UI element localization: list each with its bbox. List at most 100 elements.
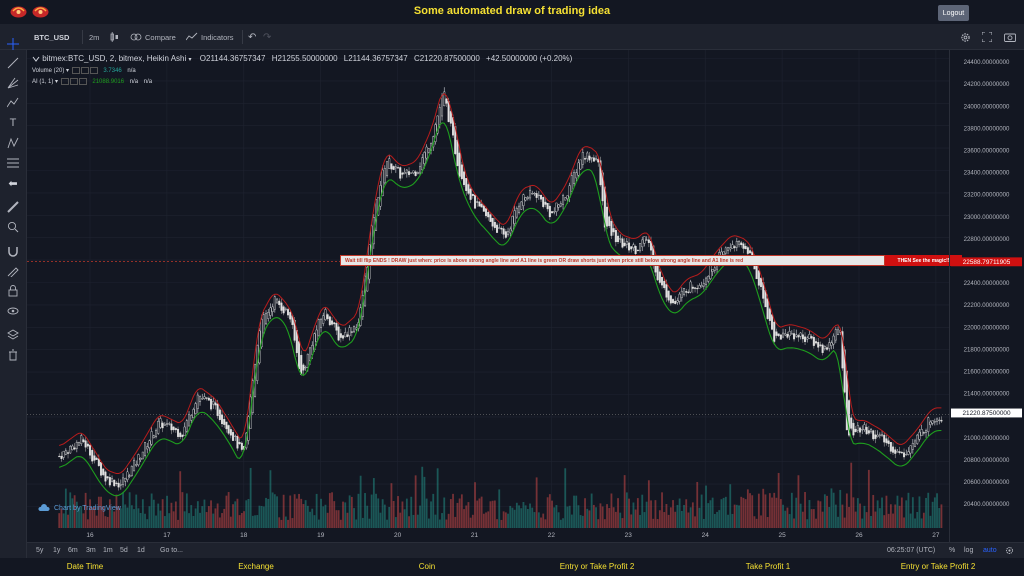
volume-bar (870, 515, 872, 528)
candle-body (614, 229, 617, 243)
symbol-search[interactable]: BTC_USD (34, 32, 70, 42)
candle-body (711, 269, 714, 272)
pattern-tool[interactable] (6, 96, 20, 110)
time-tick-label: 20 (394, 532, 402, 539)
volume-bar (399, 512, 402, 528)
ai-menu-icon[interactable]: ▾ (55, 79, 59, 86)
range-1y[interactable]: 1y (53, 547, 61, 554)
volume-bar (474, 482, 476, 528)
volume-bar (524, 505, 527, 528)
prediction-tool[interactable] (6, 156, 20, 170)
settings-toggle-icon[interactable] (80, 67, 89, 74)
range-1m[interactable]: 1m (103, 547, 113, 554)
eye-toggle-icon[interactable] (71, 67, 80, 74)
candle-body (269, 307, 272, 316)
fib-tool[interactable] (6, 76, 20, 90)
measure-tool[interactable] (6, 200, 20, 214)
candle-body (900, 451, 903, 454)
footer-entry-tp2-right: Entry or Take Profit 2 (900, 562, 976, 571)
collapse-legend-icon[interactable] (32, 55, 40, 63)
settings-button[interactable] (960, 24, 971, 50)
percent-toggle[interactable]: % (949, 547, 956, 554)
remove-drawings-tool[interactable] (6, 348, 20, 362)
back-arrow-tool[interactable]: ⬅ (6, 176, 20, 190)
range-5y[interactable]: 5y (36, 547, 44, 554)
price-tick-label: 22400.00000000 (964, 280, 1010, 287)
pattern-xabcd-tool[interactable] (6, 136, 20, 150)
range-3m[interactable]: 3m (86, 547, 96, 554)
candle-body (161, 422, 164, 429)
object-tree-tool[interactable] (6, 328, 20, 342)
log-toggle[interactable]: log (964, 547, 974, 554)
series-title[interactable]: bitmex:BTC_USD, 2, bitmex, Heikin Ashi (42, 54, 187, 63)
candle-body (907, 451, 910, 455)
tradingview-watermark[interactable]: Chart by TradingView (38, 504, 121, 512)
ai-label[interactable]: AI (1, 1) (32, 79, 54, 86)
volume-menu-icon[interactable]: ▾ (66, 68, 70, 75)
volume-bar (82, 513, 85, 528)
candle-body (927, 417, 930, 432)
zoom-tool[interactable] (6, 220, 20, 234)
auto-toggle[interactable]: auto (983, 547, 997, 554)
brand-logo-icon[interactable] (32, 4, 49, 18)
text-tool[interactable]: T (6, 116, 20, 130)
volume-bar (839, 489, 842, 528)
candle-body (469, 188, 472, 200)
fullscreen-icon (982, 32, 992, 42)
candle-body (729, 247, 732, 250)
axis-settings-button[interactable] (1005, 543, 1014, 558)
clock-display[interactable]: 06:25:07 (UTC) (887, 547, 936, 554)
volume-bar (247, 498, 250, 528)
volume-bar (229, 516, 232, 528)
hide-drawings-tool[interactable] (6, 304, 20, 318)
volume-bar (784, 510, 787, 528)
candle-body (619, 238, 622, 240)
volume-bar (566, 506, 569, 528)
volume-label[interactable]: Volume (20) (32, 68, 65, 75)
redo-button[interactable]: ↷ (263, 24, 271, 50)
magnet-tool[interactable] (6, 244, 20, 258)
goto-button[interactable]: Go to... (160, 547, 183, 554)
volume-bar (526, 508, 529, 528)
undo-button[interactable]: ↶ (248, 24, 256, 50)
eye-toggle-icon[interactable] (60, 78, 69, 85)
stay-drawing-tool[interactable] (6, 264, 20, 278)
chart-type-button[interactable] (110, 24, 119, 50)
candle-body (551, 211, 554, 214)
crosshair-tool[interactable] (6, 37, 20, 51)
time-axis[interactable]: 16 17 18 19 20 21 22 23 24 25 26 27 (27, 528, 949, 542)
brand-logo-icon[interactable] (10, 4, 27, 18)
volume-bar (892, 513, 894, 528)
volume-bar (452, 493, 454, 528)
range-6m[interactable]: 6m (68, 547, 78, 554)
range-5d[interactable]: 5d (120, 547, 128, 554)
volume-bar (744, 499, 747, 528)
volume-bar (254, 515, 256, 528)
signal-price-label: 22588.79711905 (963, 259, 1011, 266)
candle-body (896, 451, 899, 453)
candle-body (203, 396, 206, 399)
candle-body (826, 347, 829, 350)
logout-button[interactable]: Logout (938, 5, 969, 21)
volume-bar (777, 472, 780, 528)
candle-body (335, 323, 338, 331)
trend-line-tool[interactable] (6, 56, 20, 70)
candle-body (115, 482, 118, 484)
volume-bar (590, 493, 593, 528)
settings-toggle-icon[interactable] (69, 78, 78, 85)
price-chart[interactable] (27, 50, 949, 542)
price-axis[interactable]: 24400.00000000 24200.00000000 24000.000000… (949, 50, 1024, 542)
interval-selector[interactable]: 2m (89, 32, 100, 42)
range-1d[interactable]: 1d (137, 547, 145, 554)
compare-button[interactable]: Compare (130, 24, 176, 50)
close-toggle-icon[interactable] (89, 67, 98, 74)
series-menu-icon[interactable]: ▾ (188, 57, 192, 63)
indicators-button[interactable]: Indicators (186, 24, 234, 50)
fullscreen-button[interactable] (982, 24, 992, 50)
candle-body (113, 479, 116, 487)
lock-drawings-tool[interactable] (6, 284, 20, 298)
volume-bar (434, 514, 437, 528)
candle-body (397, 167, 400, 169)
snapshot-button[interactable] (1004, 24, 1016, 50)
close-toggle-icon[interactable] (78, 78, 87, 85)
